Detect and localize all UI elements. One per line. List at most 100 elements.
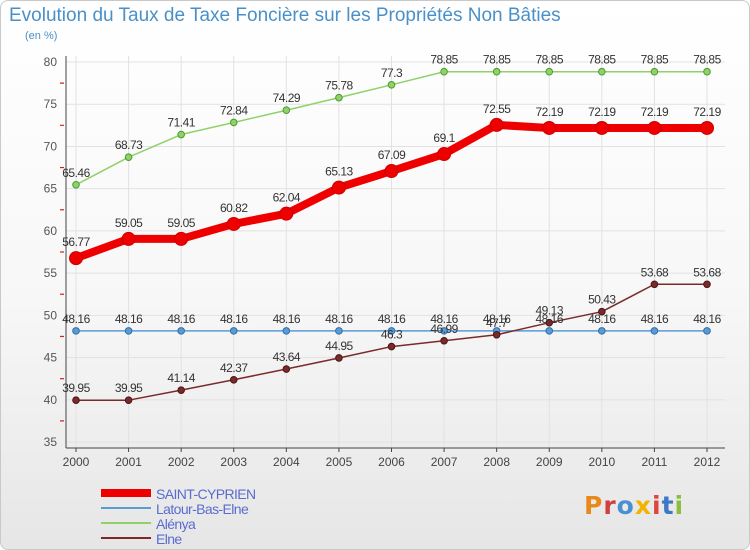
data-label-elne: 39.95	[115, 381, 143, 395]
data-label-saint-cyprien: 60.82	[220, 201, 248, 215]
data-point-elne	[492, 330, 501, 339]
x-tick-label: 2006	[378, 455, 405, 469]
x-tick-label: 2003	[220, 455, 247, 469]
data-label-latour-bas-elne: 48.16	[483, 312, 511, 326]
data-point-alenya	[598, 67, 606, 76]
y-tick-label: 35	[44, 435, 58, 449]
data-label-saint-cyprien: 65.13	[325, 165, 353, 179]
data-point-alenya	[335, 93, 343, 102]
data-point-alenya	[440, 67, 448, 76]
data-point-latour-bas-elne	[229, 327, 238, 335]
data-label-saint-cyprien: 62.04	[273, 191, 301, 205]
data-point-alenya	[650, 67, 659, 76]
data-label-elne: 41.14	[167, 371, 195, 385]
data-label-alenya: 78.85	[483, 53, 511, 67]
data-point-elne	[282, 365, 291, 373]
data-label-saint-cyprien: 59.05	[115, 216, 143, 230]
data-point-latour-bas-elne	[72, 327, 80, 335]
data-point-latour-bas-elne	[387, 327, 396, 335]
data-label-latour-bas-elne: 48.16	[325, 312, 353, 326]
data-label-saint-cyprien: 72.55	[483, 102, 511, 116]
data-point-latour-bas-elne	[598, 327, 606, 335]
data-point-elne	[545, 318, 554, 327]
data-point-alenya	[492, 67, 501, 76]
data-label-elne: 44.95	[325, 339, 353, 353]
y-tick-label: 45	[44, 351, 58, 365]
legend-label-latour-bas-elne: Latour-Bas-Elne	[156, 501, 249, 517]
data-label-saint-cyprien: 72.19	[535, 105, 563, 119]
data-point-saint-cyprien	[647, 120, 662, 135]
data-point-saint-cyprien	[437, 147, 452, 162]
data-label-latour-bas-elne: 48.16	[378, 312, 406, 326]
y-tick-label: 55	[44, 266, 58, 280]
chart-title: Evolution du Taux de Taxe Foncière sur l…	[9, 5, 561, 26]
data-label-saint-cyprien: 72.19	[641, 105, 669, 119]
data-point-saint-cyprien	[700, 120, 714, 135]
y-tick-label: 70	[44, 139, 58, 153]
x-tick-label: 2009	[536, 455, 563, 469]
data-point-elne	[124, 396, 133, 405]
data-label-elne: 53.68	[693, 265, 721, 279]
data-point-alenya	[282, 106, 291, 115]
data-label-alenya: 77.3	[381, 66, 403, 80]
data-point-alenya	[545, 67, 554, 76]
data-label-latour-bas-elne: 48.16	[641, 312, 669, 326]
data-label-latour-bas-elne: 48.16	[220, 312, 248, 326]
x-tick-label: 2007	[431, 455, 458, 469]
data-label-alenya: 78.85	[693, 53, 721, 67]
y-tick-label: 75	[44, 97, 58, 111]
data-label-saint-cyprien: 59.05	[167, 216, 195, 230]
data-point-saint-cyprien	[69, 251, 83, 266]
data-point-alenya	[124, 153, 133, 161]
data-label-alenya: 74.29	[273, 91, 301, 105]
data-point-alenya	[72, 180, 80, 189]
data-label-saint-cyprien: 67.09	[378, 148, 406, 162]
data-label-alenya: 68.73	[115, 138, 143, 152]
data-point-alenya	[703, 67, 711, 76]
data-point-elne	[598, 307, 606, 316]
data-point-saint-cyprien	[226, 216, 241, 231]
data-point-saint-cyprien	[174, 231, 189, 246]
data-label-latour-bas-elne: 48.16	[62, 312, 90, 326]
data-point-latour-bas-elne	[703, 327, 711, 335]
data-label-alenya: 72.84	[220, 103, 248, 117]
data-label-elne: 46.3	[381, 328, 403, 342]
legend-label-elne: Elne	[156, 531, 182, 547]
data-point-saint-cyprien	[121, 231, 136, 246]
data-label-latour-bas-elne: 48.16	[115, 312, 143, 326]
data-point-latour-bas-elne	[335, 327, 343, 335]
data-label-latour-bas-elne: 48.16	[693, 312, 721, 326]
x-tick-label: 2005	[326, 455, 353, 469]
data-label-latour-bas-elne: 48.16	[167, 312, 195, 326]
data-point-latour-bas-elne	[650, 327, 659, 335]
data-label-elne: 50.43	[588, 293, 616, 307]
x-tick-label: 2010	[588, 455, 615, 469]
data-point-latour-bas-elne	[545, 327, 554, 335]
y-tick-label: 65	[44, 182, 58, 196]
data-label-elne: 49.13	[535, 304, 563, 318]
legend-label-saint-cyprien: SAINT-CYPRIEN	[156, 486, 256, 502]
y-tick-label: 40	[44, 393, 58, 407]
x-tick-label: 2002	[168, 455, 195, 469]
y-tick-label: 60	[44, 224, 58, 238]
data-point-alenya	[177, 130, 185, 139]
legend-label-alenya: Alénya	[156, 516, 196, 532]
data-label-latour-bas-elne: 48.16	[535, 312, 563, 326]
data-label-latour-bas-elne: 48.16	[273, 312, 301, 326]
data-label-saint-cyprien: 72.19	[588, 105, 616, 119]
data-label-elne: 39.95	[62, 381, 90, 395]
x-tick-label: 2008	[483, 455, 510, 469]
proxiti-logo: Proxiti	[584, 491, 685, 520]
data-label-alenya: 71.41	[167, 116, 195, 130]
data-label-saint-cyprien: 56.77	[62, 235, 90, 249]
data-point-saint-cyprien	[384, 164, 399, 179]
data-label-elne: 43.64	[273, 350, 301, 364]
data-point-alenya	[229, 118, 238, 127]
data-point-elne	[72, 396, 80, 405]
x-tick-label: 2001	[115, 455, 142, 469]
data-label-saint-cyprien: 72.19	[693, 105, 721, 119]
data-point-saint-cyprien	[489, 117, 504, 132]
x-tick-label: 2011	[642, 455, 668, 469]
